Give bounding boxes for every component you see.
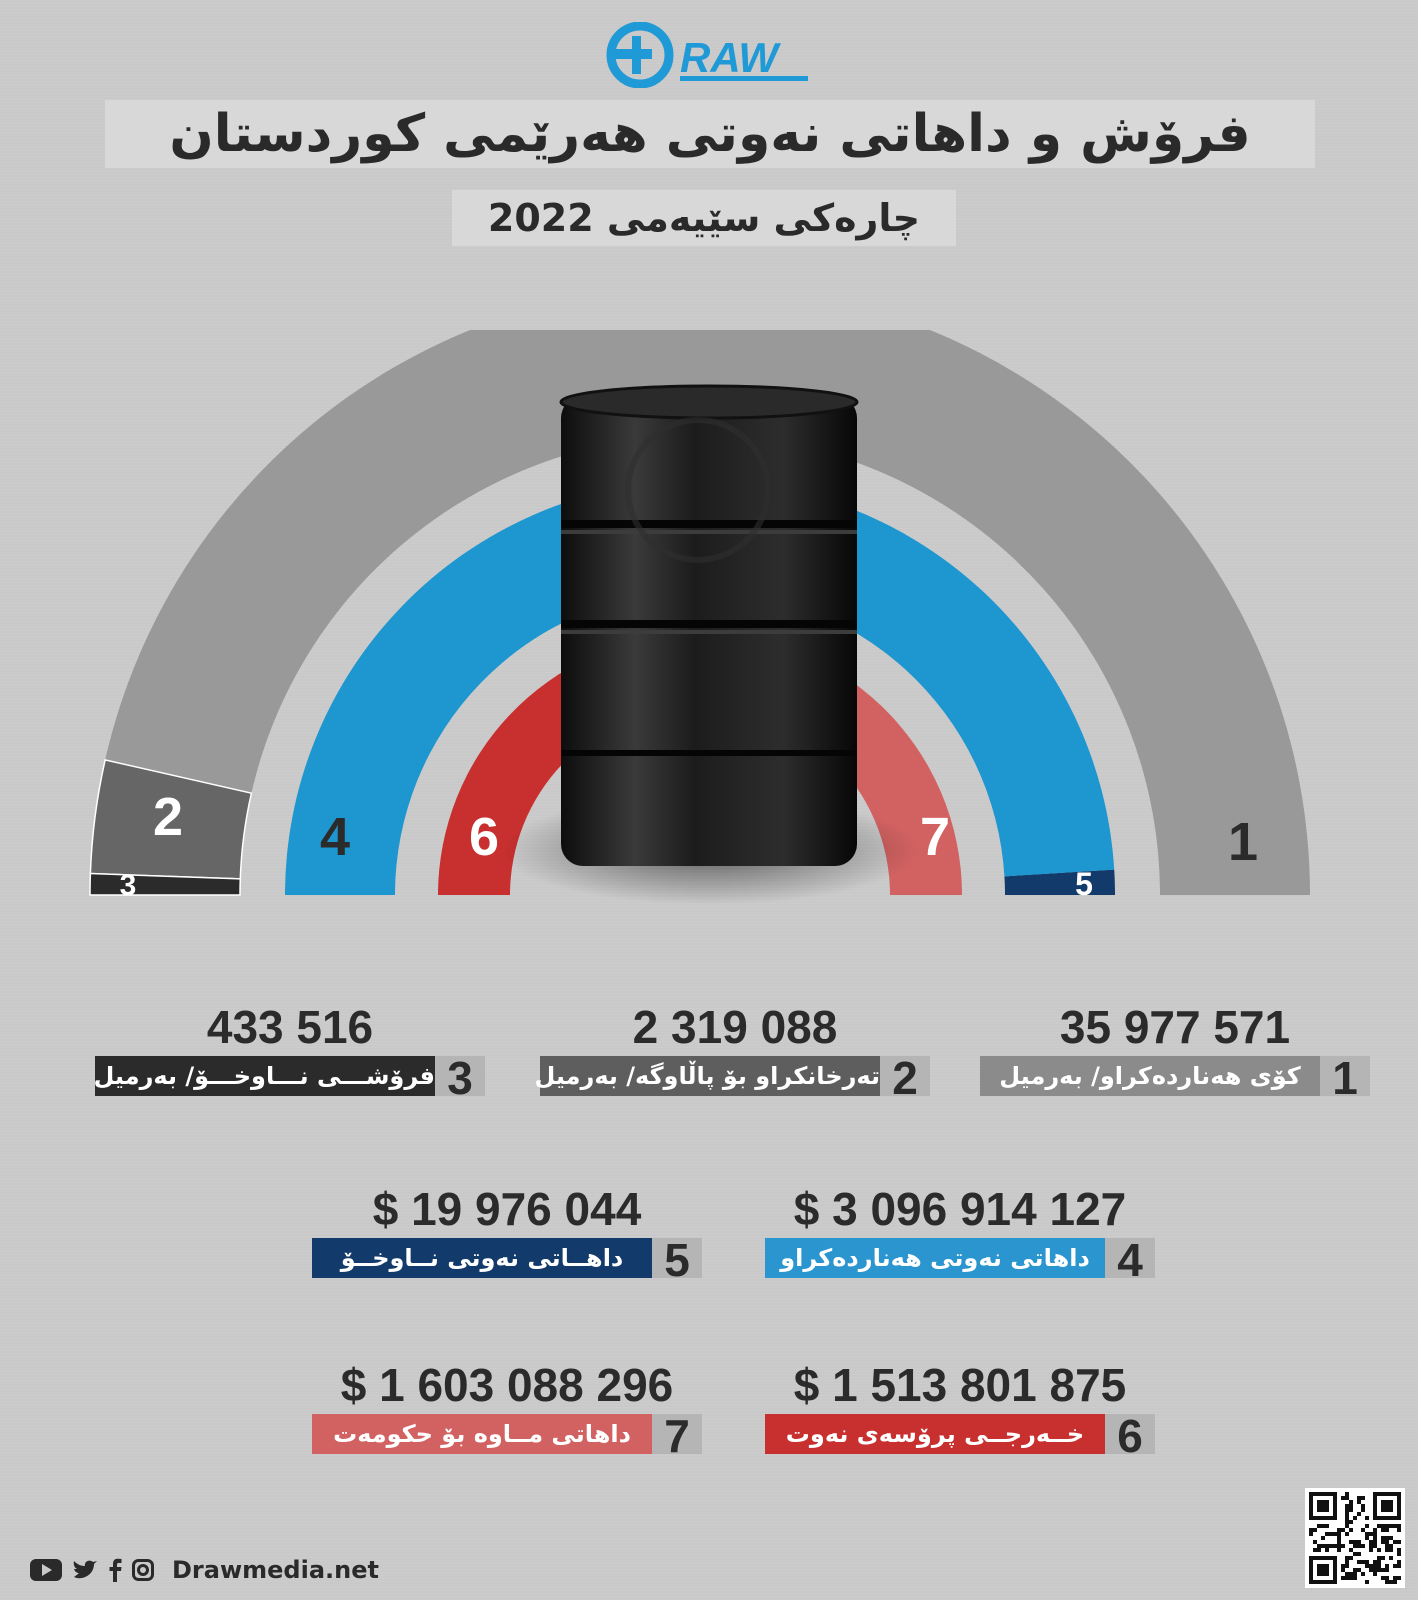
stat-number: 5: [652, 1237, 702, 1283]
oil-barrel-icon: [559, 384, 859, 866]
stat-value: $ 3 096 914 127: [793, 1183, 1127, 1235]
page-subtitle: چارەکی سێیەمی 2022: [452, 190, 956, 246]
qr-code-icon[interactable]: [1305, 1488, 1405, 1588]
stat-value: $ 1 603 088 296: [340, 1359, 674, 1411]
arc-label-1: 1: [1228, 812, 1258, 872]
draw-logo: RAW: [606, 22, 808, 88]
arc-series-3: [89, 872, 242, 896]
stat-2: 2 319 088 تەرخانکراو بۆ پاڵاوگە/ بەرمیل 2: [534, 1000, 930, 1101]
instagram-icon[interactable]: [132, 1559, 154, 1581]
website-link[interactable]: Drawmedia.net: [172, 1556, 379, 1584]
stat-6: $ 1 513 801 875 خــەرجــی پرۆسەی نەوت 6: [765, 1358, 1155, 1459]
arc-label-7: 7: [920, 807, 950, 867]
stat-3: 433 516 فرۆشـــی نـــاوخـــۆ/ بەرمیل 3: [94, 1000, 485, 1101]
stat-5: $ 19 976 044 داهــاتی نەوتی نــاوخــۆ 5: [312, 1182, 702, 1283]
stat-value: 433 516: [206, 1001, 374, 1053]
stat-number: 4: [1105, 1237, 1155, 1283]
facebook-icon[interactable]: [108, 1558, 122, 1582]
stat-4: $ 3 096 914 127 داهاتی نەوتی هەناردەکراو 4: [765, 1182, 1155, 1283]
stat-label: تەرخانکراو بۆ پاڵاوگە/ بەرمیل: [534, 1056, 880, 1096]
arc-series-1: [105, 330, 1310, 895]
stat-number: 6: [1105, 1413, 1155, 1459]
youtube-icon[interactable]: [30, 1559, 62, 1581]
twitter-icon[interactable]: [72, 1559, 98, 1581]
arc-label-4: 4: [320, 807, 350, 867]
stat-value: $ 1 513 801 875: [793, 1359, 1127, 1411]
stat-label: داهاتی نەوتی هەناردەکراو: [765, 1238, 1105, 1278]
stat-number: 7: [652, 1413, 702, 1459]
arc-label-3: 3: [120, 869, 137, 902]
stat-value: 2 319 088: [632, 1001, 838, 1053]
stat-number: 1: [1320, 1055, 1370, 1101]
stat-label: فرۆشـــی نـــاوخـــۆ/ بەرمیل: [94, 1056, 435, 1096]
logo-text: RAW: [680, 34, 781, 81]
arc-label-6: 6: [469, 807, 499, 867]
stat-1: 35 977 571 کۆی هەناردەکراو/ بەرمیل 1: [980, 1000, 1370, 1101]
arc-label-2: 2: [153, 787, 183, 847]
stat-number: 2: [880, 1055, 930, 1101]
stat-number: 3: [435, 1055, 485, 1101]
stat-label: داهاتی مــاوە بۆ حکومەت: [312, 1414, 652, 1454]
footer: Drawmedia.net: [30, 1552, 379, 1588]
arc-series-5: [1004, 869, 1115, 895]
stat-7: $ 1 603 088 296 داهاتی مــاوە بۆ حکومەت 7: [312, 1358, 702, 1459]
arc-label-5: 5: [1075, 866, 1093, 902]
stat-label: خــەرجــی پرۆسەی نەوت: [765, 1414, 1105, 1454]
stat-label: کۆی هەناردەکراو/ بەرمیل: [980, 1056, 1320, 1096]
stat-value: $ 19 976 044: [372, 1183, 642, 1235]
page-title: فرۆش و داهاتی نەوتی هەرێمی کوردستان: [105, 100, 1315, 168]
stat-label: داهــاتی نەوتی نــاوخــۆ: [312, 1238, 652, 1278]
arc-series-4: [285, 479, 1115, 895]
stat-value: 35 977 571: [1059, 1001, 1291, 1053]
